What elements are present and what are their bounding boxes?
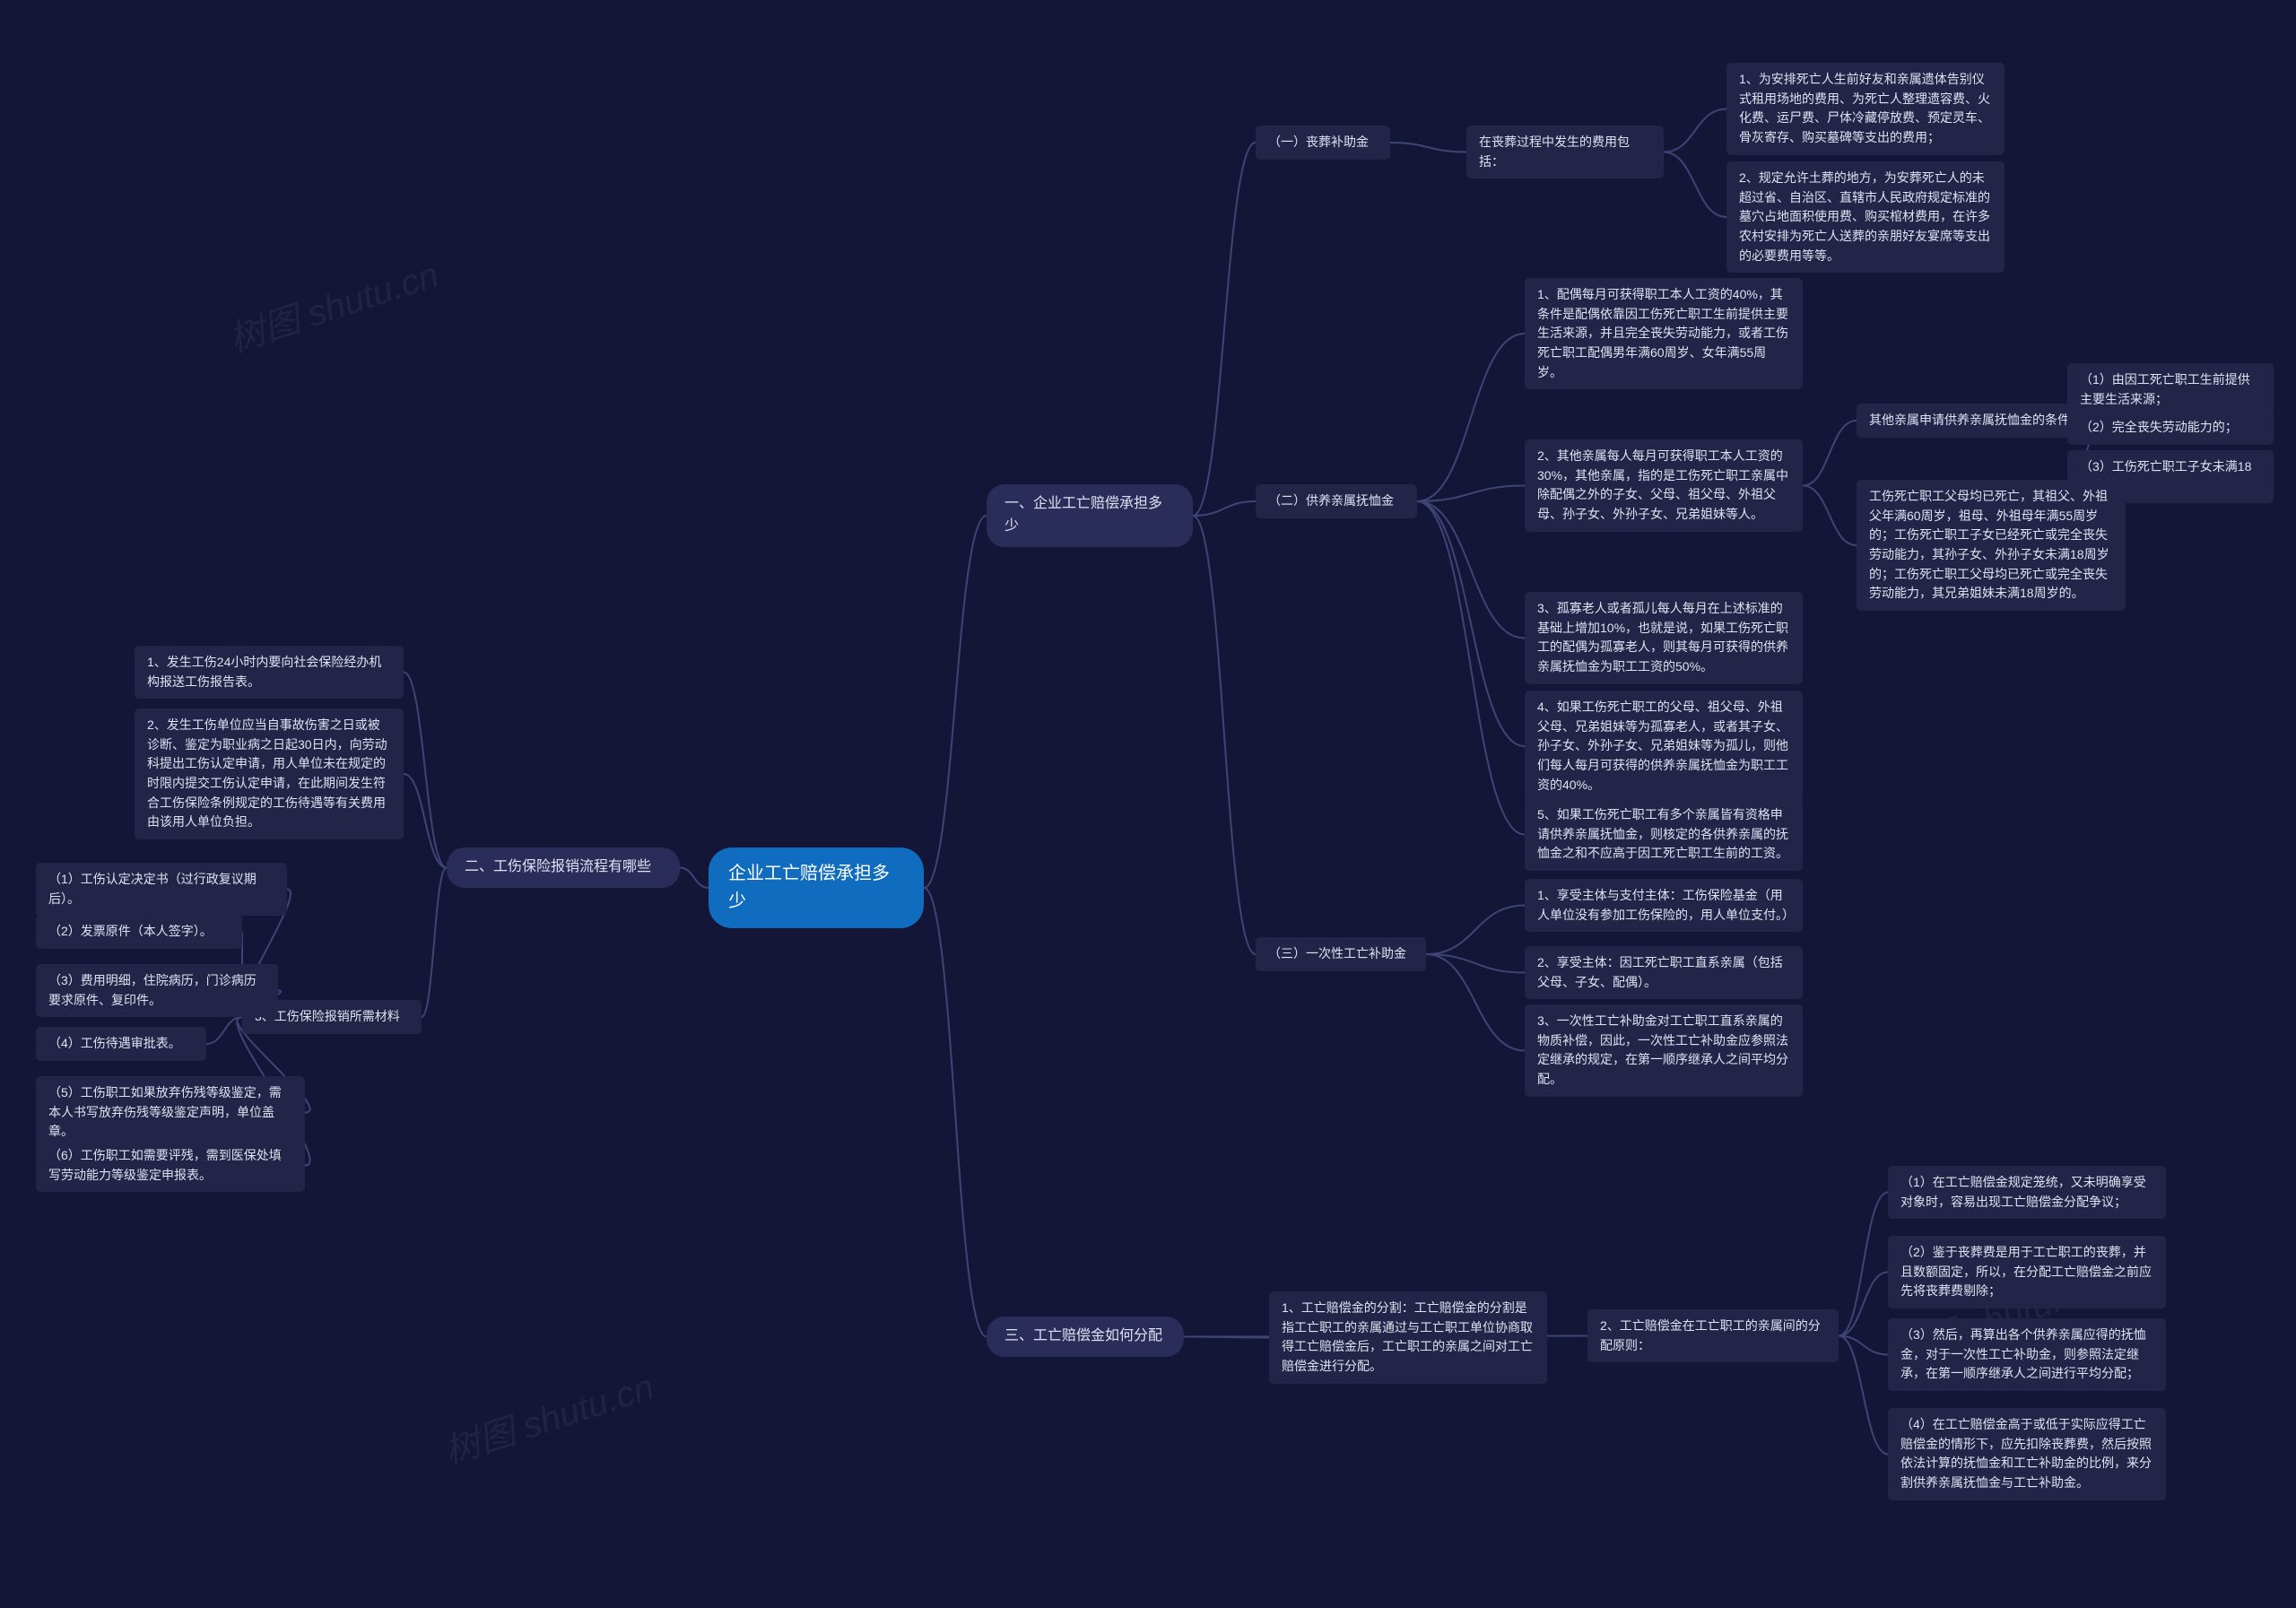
node-b2_2: 2、发生工伤单位应当自事故伤害之日或被诊断、鉴定为职业病之日起30日内，向劳动科… bbox=[135, 708, 404, 839]
node-b2_3_1: （1）工伤认定决定书（过行政复议期后）。 bbox=[36, 863, 287, 916]
node-s13_2: 2、享受主体：因工死亡职工直系亲属（包括父母、子女、配偶）。 bbox=[1525, 946, 1803, 999]
node-s13_3: 3、一次性工亡补助金对工亡职工直系亲属的物质补偿，因此，一次性工亡补助金应参照法… bbox=[1525, 1004, 1803, 1097]
node-root: 企业工亡赔偿承担多少 bbox=[709, 847, 924, 928]
node-b3_2_2: （2）鉴于丧葬费是用于工亡职工的丧葬，并且数额固定，所以，在分配工亡赔偿金之前应… bbox=[1888, 1236, 2166, 1308]
node-b2_1: 1、发生工伤24小时内要向社会保险经办机构报送工伤报告表。 bbox=[135, 646, 404, 699]
node-s11a: 在丧葬过程中发生的费用包括： bbox=[1466, 126, 1664, 178]
node-b3: 三、工亡赔偿金如何分配 bbox=[987, 1317, 1184, 1357]
node-s12_2a1: （1）由因工死亡职工生前提供主要生活来源； bbox=[2067, 363, 2274, 416]
node-s12_1: 1、配偶每月可获得职工本人工资的40%，其条件是配偶依靠因工伤死亡职工生前提供主… bbox=[1525, 278, 1803, 389]
node-s12_3: 3、孤寡老人或者孤儿每人每月在上述标准的基础上增加10%，也就是说，如果工伤死亡… bbox=[1525, 592, 1803, 684]
node-b3_2_1: （1）在工亡赔偿金规定笼统，又未明确享受对象时，容易出现工亡赔偿金分配争议； bbox=[1888, 1166, 2166, 1219]
node-b2_3_4: （4）工伤待遇审批表。 bbox=[36, 1027, 206, 1061]
node-b2_3_6: （6）工伤职工如需要评残，需到医保处填写劳动能力等级鉴定申报表。 bbox=[36, 1139, 305, 1192]
node-s13: （三）一次性工亡补助金 bbox=[1256, 937, 1426, 971]
node-s12_2a2: （2）完全丧失劳动能力的； bbox=[2067, 411, 2274, 445]
node-b2: 二、工伤保险报销流程有哪些 bbox=[447, 847, 680, 888]
node-s11: （一）丧葬补助金 bbox=[1256, 126, 1390, 160]
node-b2_3_3: （3）费用明细，住院病历，门诊病历要求原件、复印件。 bbox=[36, 964, 278, 1017]
node-s13_1: 1、享受主体与支付主体：工伤保险基金（用人单位没有参加工伤保险的，用人单位支付。… bbox=[1525, 879, 1803, 932]
node-s11a2: 2、规定允许土葬的地方，为安葬死亡人的未超过省、自治区、直辖市人民政府规定标准的… bbox=[1726, 161, 2005, 273]
node-s12_2b: 工伤死亡职工父母均已死亡，其祖父、外祖父年满60周岁，祖母、外祖母年满55周岁的… bbox=[1857, 480, 2126, 611]
node-s12_2: 2、其他亲属每人每月可获得职工本人工资的30%，其他亲属，指的是工伤死亡职工亲属… bbox=[1525, 439, 1803, 532]
node-s12: （二）供养亲属抚恤金 bbox=[1256, 484, 1417, 518]
node-b1: 一、企业工亡赔偿承担多少 bbox=[987, 484, 1193, 547]
node-b2_3_5: （5）工伤职工如果放弃伤残等级鉴定，需本人书写放弃伤残等级鉴定声明，单位盖章。 bbox=[36, 1076, 305, 1149]
node-b3_2: 2、工亡赔偿金在工亡职工的亲属间的分配原则： bbox=[1587, 1309, 1839, 1362]
node-s12_5: 5、如果工伤死亡职工有多个亲属皆有资格申请供养亲属抚恤金，则核定的各供养亲属的抚… bbox=[1525, 798, 1803, 871]
node-b3_2_3: （3）然后，再算出各个供养亲属应得的抚恤金，对于一次性工亡补助金，则参照法定继承… bbox=[1888, 1318, 2166, 1391]
watermark: 树图 shutu.cn bbox=[222, 246, 444, 362]
node-b3_1: 1、工亡赔偿金的分割：工亡赔偿金的分割是指工亡职工的亲属通过与工亡职工单位协商取… bbox=[1269, 1291, 1547, 1384]
node-b2_3_2: （2）发票原件（本人签字）。 bbox=[36, 915, 242, 949]
watermark: 树图 shutu.cn bbox=[437, 1358, 659, 1474]
mindmap-canvas: 树图 shutu.cn树图 shutu.cn树图 shutu.cn企业工亡赔偿承… bbox=[0, 0, 2296, 1608]
node-s12_4: 4、如果工伤死亡职工的父母、祖父母、外祖父母、兄弟姐妹等为孤寡老人，或者其子女、… bbox=[1525, 691, 1803, 802]
node-s11a1: 1、为安排死亡人生前好友和亲属遗体告别仪式租用场地的费用、为死亡人整理遗容费、火… bbox=[1726, 63, 2005, 155]
node-b3_2_4: （4）在工亡赔偿金高于或低于实际应得工亡赔偿金的情形下，应先扣除丧葬费，然后按照… bbox=[1888, 1408, 2166, 1500]
